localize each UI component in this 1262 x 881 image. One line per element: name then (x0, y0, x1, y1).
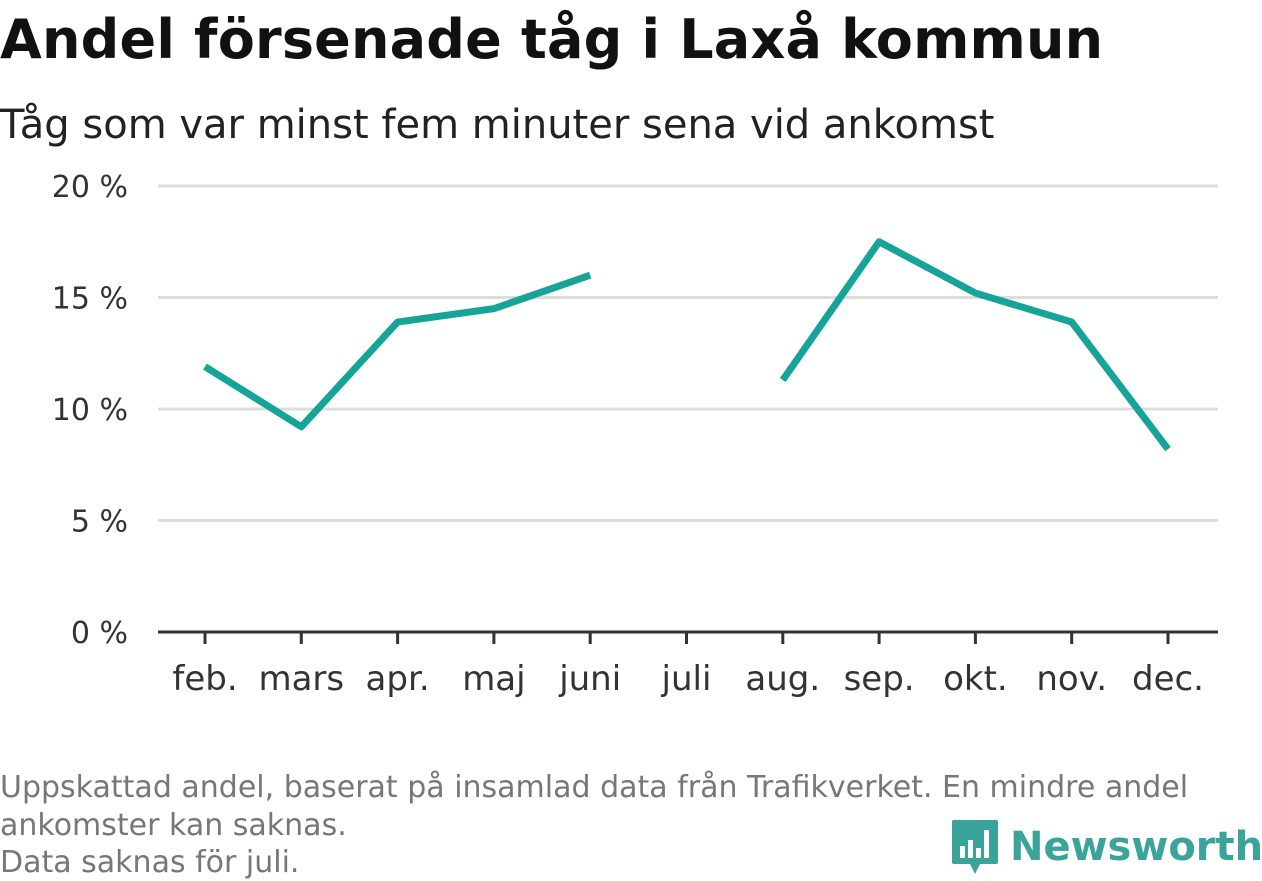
x-tick-label: sep. (844, 659, 915, 699)
x-tick-label: okt. (943, 659, 1008, 699)
x-tick-label: apr. (366, 659, 430, 699)
series-line-segment (779, 238, 1171, 452)
footnote-line-2: ankomster kan saknas. (0, 808, 347, 843)
x-tick-label: mars (258, 659, 344, 699)
x-tick-label: juli (661, 659, 712, 699)
x-tick-label: maj (462, 659, 525, 699)
y-tick-label: 5 % (71, 505, 128, 540)
footnote-line-3: Data saknas för juli. (0, 845, 300, 880)
footnote-line-1: Uppskattad andel, baserat på insamlad da… (0, 770, 1189, 805)
newsworthy-brand: Newsworthy (950, 818, 1262, 876)
x-tick-label: feb. (172, 659, 237, 699)
series-line-segment (203, 271, 592, 431)
y-tick-label: 15 % (52, 282, 128, 317)
x-tick-label: dec. (1132, 659, 1204, 699)
x-tick-label: juni (558, 659, 621, 699)
x-tick-label: aug. (745, 659, 820, 699)
chart-title: Andel försenade tåg i Laxå kommun (0, 8, 1104, 71)
newsworthy-logo-icon (952, 820, 998, 874)
y-tick-label: 10 % (52, 393, 128, 428)
y-tick-label: 0 % (71, 616, 128, 651)
brand-name: Newsworthy (1010, 824, 1262, 870)
chart-subtitle: Tåg som var minst fem minuter sena vid a… (0, 102, 995, 148)
y-tick-label: 20 % (52, 170, 128, 205)
x-tick-label: nov. (1036, 659, 1107, 699)
